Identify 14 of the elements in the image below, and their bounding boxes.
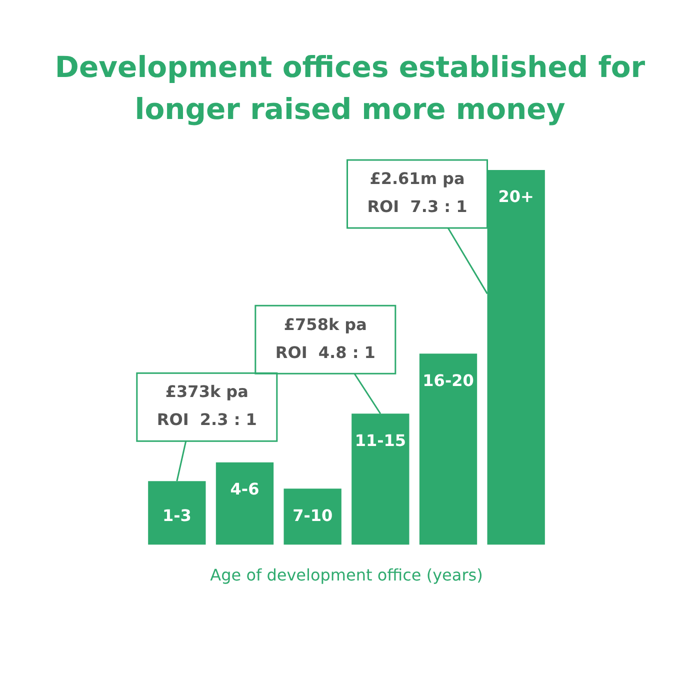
x-tick-label: 11-15 xyxy=(354,430,406,450)
annotation: £373k pa ROI 2.3 : 1 xyxy=(156,382,257,430)
x-tick-label: 1-3 xyxy=(162,506,192,525)
chart-title: Development offices established for longer raised more money xyxy=(54,49,646,128)
bar xyxy=(419,354,478,545)
x-tick-label: 16-20 xyxy=(422,370,474,390)
annotation: £2.61m pa ROI 7.3 : 1 xyxy=(367,169,468,216)
bar xyxy=(216,462,274,545)
x-tick-label: 4-6 xyxy=(230,480,260,498)
bar xyxy=(284,488,342,545)
x-tick-label: 7-10 xyxy=(292,506,333,525)
x-tick-label: 20+ xyxy=(498,187,534,206)
annotation: £758k pa ROI 4.8 : 1 xyxy=(275,314,376,362)
x-axis-title: Age of development office (years) xyxy=(210,566,483,585)
